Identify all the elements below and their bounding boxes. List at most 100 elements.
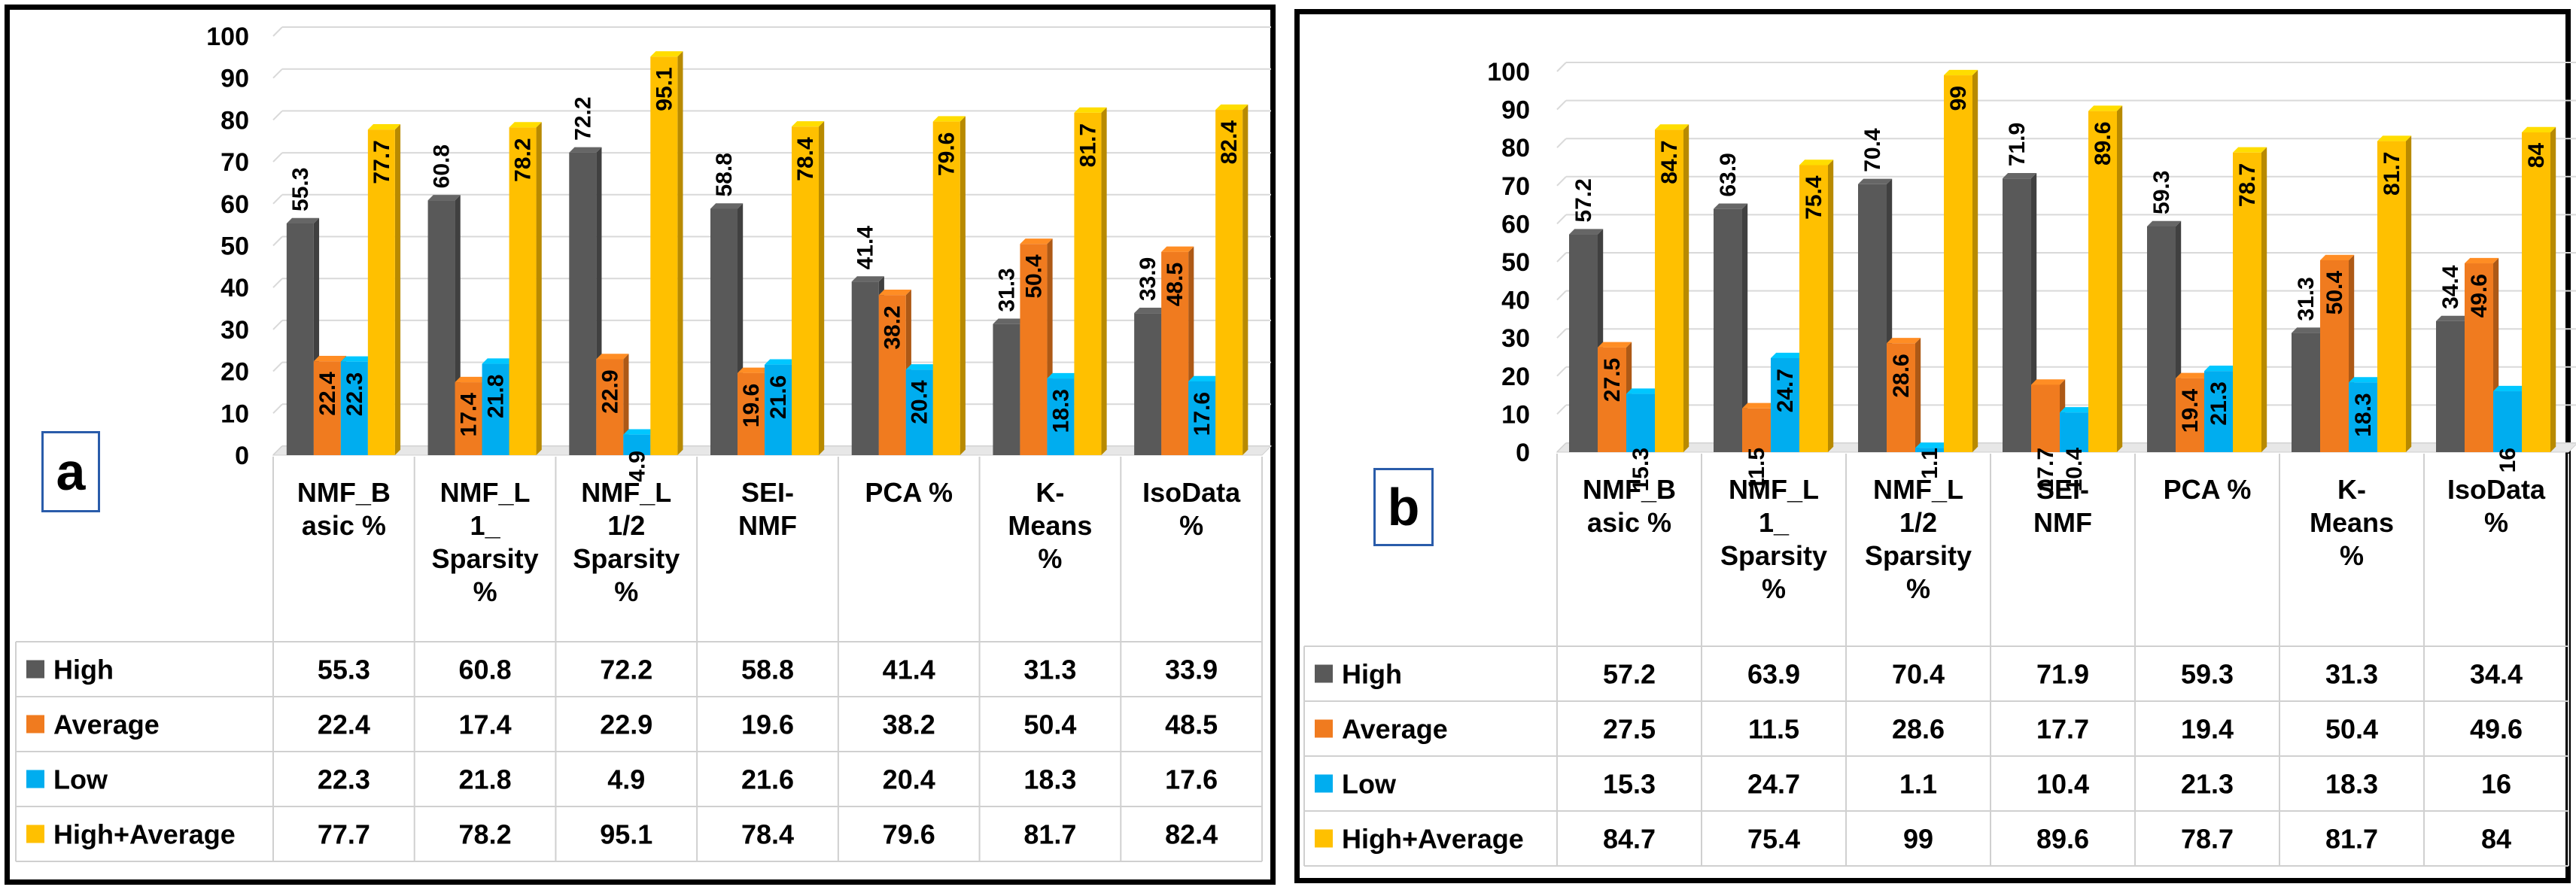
bar-high-5-top: [993, 318, 1026, 324]
category-label-2: 1/2: [607, 510, 645, 541]
bar-high-average-5-side: [1101, 107, 1107, 455]
data-label-high-average-5: 81.7: [2380, 152, 2404, 196]
gridline-side: [1556, 99, 1567, 111]
category-label-6: %: [2484, 507, 2508, 538]
data-label-low-2: 4.9: [625, 451, 649, 482]
y-tick-label: 80: [1501, 134, 1530, 163]
data-label-average-4: 19.4: [2178, 389, 2203, 433]
category-label-6: %: [1179, 510, 1203, 541]
bar-average-1-top: [455, 376, 488, 383]
bar-low-3-top: [2060, 407, 2094, 413]
data-label-average-0: 27.5: [1600, 358, 1625, 402]
table-cell-average-2: 28.6: [1892, 714, 1945, 745]
bar-high-average-2-top: [1944, 69, 1978, 76]
y-tick-label: 60: [1501, 210, 1530, 238]
table-cell-average-1: 11.5: [1748, 714, 1799, 745]
table-cell-low-6: 17.6: [1165, 764, 1218, 795]
table-cell-low-5: 18.3: [1023, 764, 1076, 795]
bar-low-2: [1915, 448, 1944, 452]
bar-average-0-top: [1598, 342, 1632, 348]
bar-low-4-top: [905, 364, 938, 370]
data-label-average-5: 50.4: [1021, 254, 1046, 299]
bar-high-average-6-top: [2522, 126, 2556, 132]
table-cell-high-3: 58.8: [741, 655, 794, 685]
bar-high-average-6: [1215, 110, 1243, 456]
bar-high-average-5-side: [2406, 135, 2412, 452]
y-tick-label: 20: [220, 358, 249, 387]
bar-high-3: [2003, 178, 2031, 452]
bar-high-average-3-side: [2117, 105, 2123, 452]
legend-swatch-high-average: [1315, 829, 1333, 848]
data-label-average-4: 38.2: [880, 305, 905, 349]
data-label-high-4: 59.3: [2149, 171, 2174, 214]
bar-high-0-top: [286, 217, 320, 223]
data-label-low-3: 21.6: [766, 375, 791, 419]
table-cell-high-2: 70.4: [1892, 659, 1945, 690]
bar-low-5: [2349, 382, 2377, 452]
table-cell-low-0: 15.3: [1603, 769, 1656, 800]
bar-high-2: [569, 152, 597, 455]
table-cell-average-6: 48.5: [1165, 709, 1218, 740]
data-label-high-average-6: 84: [2524, 143, 2549, 169]
bar-low-6: [2493, 391, 2522, 452]
table-cell-high-average-0: 84.7: [1603, 824, 1656, 855]
data-label-average-1: 11.5: [1744, 448, 1769, 491]
bar-high-average-4: [2233, 152, 2261, 452]
y-tick-label: 20: [1501, 363, 1530, 391]
bar-high-average-4: [932, 121, 960, 456]
bar-low-4: [2204, 371, 2233, 452]
table-cell-low-4: 20.4: [883, 764, 935, 795]
y-tick-label: 90: [220, 65, 249, 93]
table-cell-low-2: 1.1: [1899, 769, 1937, 800]
category-label-0: NMF_B: [297, 477, 391, 508]
y-tick-label: 0: [1516, 439, 1530, 467]
bar-low-2: [623, 434, 651, 455]
category-label-4: PCA %: [865, 477, 953, 508]
bar-high-1: [427, 200, 455, 455]
bar-low-5-top: [1047, 372, 1080, 379]
table-cell-high-3: 71.9: [2036, 659, 2089, 690]
bar-average-2: [1887, 343, 1915, 452]
bar-low-1: [1771, 358, 1799, 452]
data-label-high-1: 63.9: [1716, 153, 1741, 196]
data-label-low-0: 15.3: [1629, 448, 1653, 491]
data-label-high-0: 55.3: [288, 168, 313, 211]
category-label-5: Means: [1008, 510, 1092, 541]
bar-low-5: [1047, 378, 1075, 455]
bar-low-0-top: [340, 356, 374, 362]
table-cell-average-4: 38.2: [883, 709, 935, 740]
gridline-side: [272, 26, 283, 37]
y-tick-label: 0: [235, 442, 249, 470]
bar-average-3-top: [738, 367, 771, 373]
category-label-2: Sparsity: [1865, 540, 1972, 571]
table-cell-high-4: 41.4: [883, 655, 935, 685]
bar-average-5: [2320, 260, 2349, 452]
table-cell-average-0: 27.5: [1603, 714, 1656, 745]
table-cell-average-2: 22.9: [600, 709, 652, 740]
bar-high-average-2: [650, 56, 678, 456]
data-label-high-average-1: 78.2: [511, 138, 536, 181]
table-cell-low-3: 21.6: [741, 764, 794, 795]
data-label-low-4: 20.4: [908, 380, 932, 424]
bar-low-6-top: [1188, 375, 1221, 381]
bar-average-4-top: [878, 290, 911, 296]
bar-average-5-top: [2320, 254, 2355, 260]
table-cell-low-2: 4.9: [607, 764, 645, 795]
table-cell-high-6: 33.9: [1165, 655, 1218, 685]
data-label-high-2: 70.4: [1860, 128, 1885, 172]
bar-high-average-5-top: [1074, 107, 1107, 113]
category-label-1: %: [473, 576, 497, 607]
y-tick-label: 70: [220, 148, 249, 177]
gridline-side: [1556, 176, 1567, 187]
data-label-high-average-1: 75.4: [1802, 175, 1826, 220]
table-cell-average-6: 49.6: [2470, 714, 2523, 745]
data-label-high-average-6: 82.4: [1217, 120, 1242, 165]
data-label-high-0: 57.2: [1571, 178, 1596, 222]
legend-swatch-high: [26, 660, 44, 679]
gridline-side: [272, 68, 283, 79]
category-label-4: PCA %: [2164, 474, 2252, 505]
bar-average-0-top: [313, 356, 347, 362]
bar-high-average-2-top: [650, 51, 683, 57]
gridline-side: [272, 110, 283, 121]
category-label-2: Sparsity: [573, 543, 680, 574]
